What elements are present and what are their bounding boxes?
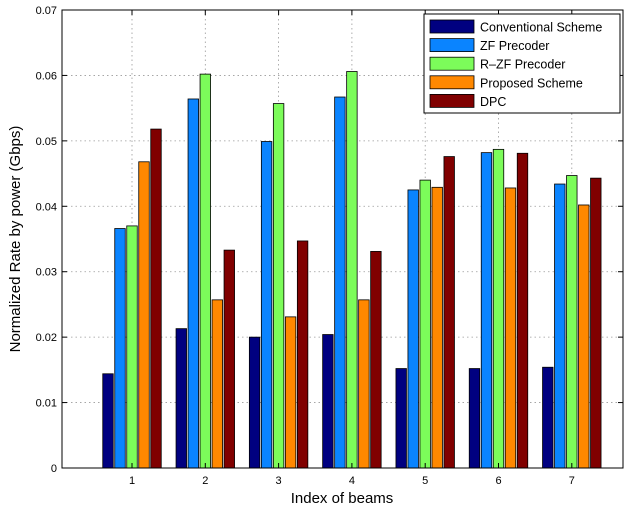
bar-zf-precoder-5 (407, 189, 419, 469)
bar-conventional-scheme-7 (542, 366, 554, 469)
legend-label: ZF Precoder (480, 39, 549, 53)
y-tick-label: 0.07 (36, 5, 57, 17)
legend-swatch (429, 38, 475, 52)
bar-r-zf-precoder-2 (199, 73, 211, 469)
bar-dpc-1 (150, 128, 162, 469)
bar-zf-precoder-6 (480, 152, 493, 469)
y-tick-label: 0.06 (36, 70, 57, 82)
bar-dpc-6 (516, 152, 529, 469)
bar-conventional-scheme-1 (102, 373, 114, 469)
y-tick-label: 0 (51, 463, 57, 475)
bar-proposed-scheme-3 (284, 316, 297, 469)
x-tick-label: 3 (276, 475, 282, 487)
bar-dpc-4 (370, 251, 382, 469)
legend-label: R–ZF Precoder (480, 58, 565, 72)
legend-swatch (429, 56, 475, 71)
x-tick-label: 7 (569, 475, 575, 487)
bar-proposed-scheme-2 (211, 299, 223, 469)
y-tick-label: 0.04 (36, 201, 57, 213)
plot-frame (61, 9, 624, 469)
x-tick-label: 1 (129, 475, 135, 487)
x-tick-label: 6 (495, 475, 501, 487)
y-tick-label: 0.02 (36, 332, 57, 344)
legend-label: Proposed Scheme (480, 76, 583, 90)
bar-conventional-scheme-2 (175, 328, 187, 469)
bar-zf-precoder-3 (260, 141, 273, 469)
y-axis-title: Normalized Rate by power (Gbps) (7, 126, 24, 353)
x-tick-label: 4 (349, 475, 355, 487)
bar-r-zf-precoder-5 (419, 179, 431, 469)
bar-conventional-scheme-3 (248, 336, 261, 469)
bar-r-zf-precoder-6 (492, 148, 505, 469)
bars (102, 71, 602, 469)
x-tick-label: 5 (422, 475, 428, 487)
bar-r-zf-precoder-7 (566, 175, 578, 469)
bar-proposed-scheme-4 (358, 299, 370, 469)
legend: Conventional Scheme ZF Precoder R–ZF Preco… (423, 13, 621, 114)
x-axis-title: Index of beams (291, 490, 394, 507)
legend-label: DPC (480, 95, 506, 109)
bar-conventional-scheme-5 (395, 368, 407, 469)
bar-zf-precoder-2 (187, 98, 199, 469)
bar-proposed-scheme-1 (138, 161, 150, 469)
bar-dpc-7 (590, 177, 602, 469)
x-tick-label: 2 (202, 475, 208, 487)
bar-proposed-scheme-6 (504, 187, 517, 469)
legend-label: Conventional Scheme (480, 21, 602, 35)
bar-dpc-2 (223, 249, 235, 469)
legend-swatch (429, 19, 475, 34)
bar-dpc-5 (443, 156, 455, 469)
bar-r-zf-precoder-3 (272, 103, 285, 469)
bar-conventional-scheme-6 (468, 368, 481, 469)
bar-zf-precoder-7 (554, 183, 566, 469)
bar-zf-precoder-4 (334, 96, 346, 469)
bar-conventional-scheme-4 (322, 334, 334, 469)
bar-proposed-scheme-7 (578, 204, 590, 469)
bar-r-zf-precoder-4 (346, 71, 358, 469)
bar-zf-precoder-1 (114, 228, 126, 469)
bar-dpc-3 (296, 240, 309, 469)
y-tick-label: 0.03 (36, 267, 57, 279)
legend-swatch (429, 75, 475, 90)
legend-swatch (429, 94, 475, 108)
y-tick-label: 0.01 (36, 398, 57, 410)
bar-proposed-scheme-5 (431, 186, 443, 469)
bar-r-zf-precoder-1 (126, 225, 138, 469)
y-tick-label: 0.05 (36, 136, 57, 148)
axis-ticks: 0 0.01 0.02 0.03 0.04 0.05 0.06 0.07 1 2 3 4 5 6 7 (36, 5, 623, 487)
